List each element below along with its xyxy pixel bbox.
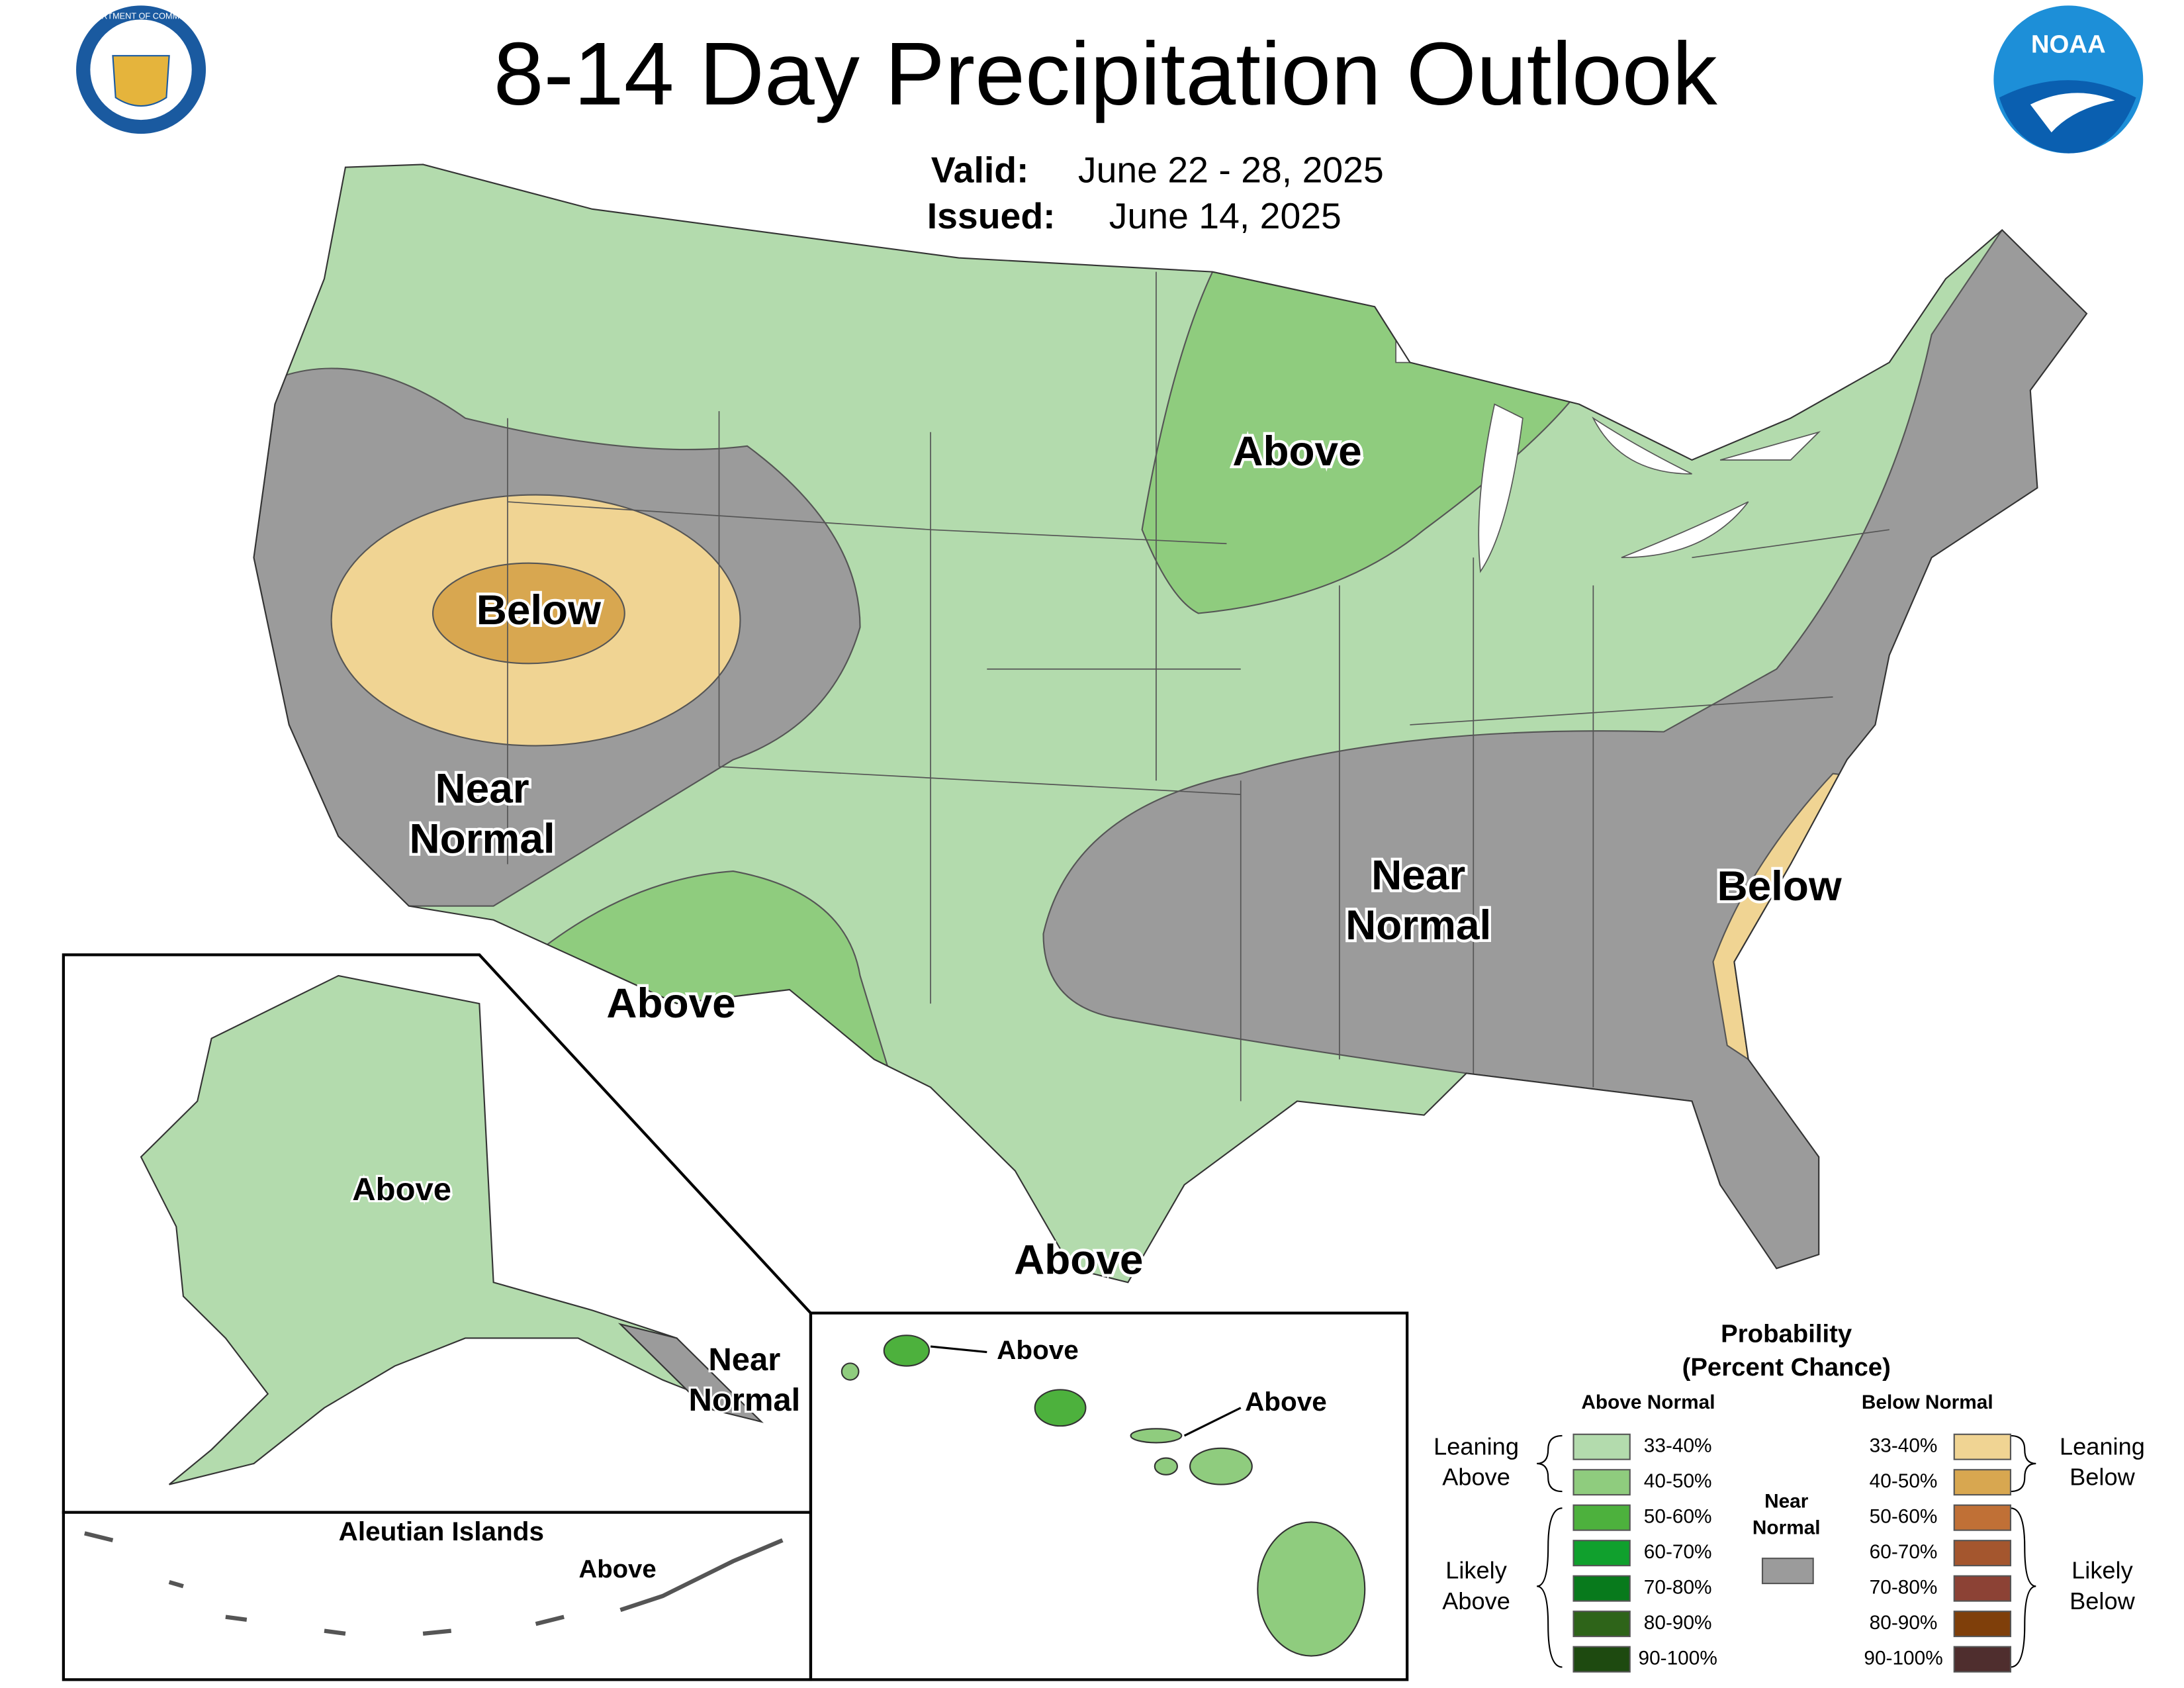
legend-label: 40-50% (1644, 1470, 1712, 1492)
legend-heading: Below Normal (1862, 1391, 1993, 1413)
legend-label: 33-40% (1644, 1435, 1712, 1457)
valid-label: Valid: (931, 150, 1029, 191)
legend-group: Leaning (1433, 1432, 1519, 1460)
legend-swatch (1953, 1433, 2012, 1460)
legend-swatch (1572, 1469, 1631, 1496)
issued-date: June 14, 2025 (1109, 195, 1342, 236)
legend-swatch (1572, 1575, 1631, 1602)
legend-near: Normal (1752, 1517, 1821, 1539)
legend-label: 40-50% (1870, 1470, 1938, 1492)
legend-braces (1536, 1434, 2036, 1668)
legend-swatch (1953, 1646, 2012, 1673)
map-label: Above (579, 1555, 657, 1583)
logo-text: DEPARTMENT OF COMMERCE (79, 12, 203, 21)
legend: Probability (Percent Chance) Above Norma… (1433, 1319, 2145, 1673)
legend-swatch (1572, 1611, 1631, 1638)
legend-label: 90-100% (1639, 1648, 1717, 1669)
legend-label: 80-90% (1644, 1612, 1712, 1634)
region-below-33 (1712, 773, 1891, 1061)
legend-swatch (1572, 1646, 1631, 1673)
issued-label: Issued: (927, 195, 1056, 236)
legend-group: Below (2070, 1587, 2136, 1615)
map-label: Above (1014, 1237, 1143, 1284)
logo-text: NOAA (2031, 30, 2106, 59)
legend-label: 60-70% (1644, 1541, 1712, 1563)
alaska-inset: Above Near Normal (62, 953, 813, 1514)
map-label: Normal (688, 1382, 800, 1418)
legend-group: Likely (1445, 1557, 1507, 1584)
map-label: Near (435, 765, 529, 812)
aleutian-inset: Aleutian Islands Above (62, 1511, 813, 1681)
legend-title: Probability (1721, 1319, 1852, 1348)
legend-swatch (1953, 1611, 2012, 1638)
legend-heading: Above Normal (1581, 1391, 1715, 1413)
region-above-40 (541, 870, 904, 1117)
legend-swatch (1953, 1540, 2012, 1567)
legend-swatch (1761, 1558, 1814, 1585)
noaa-logo: NOAA (1993, 5, 2144, 154)
legend-label: 70-80% (1870, 1577, 1938, 1599)
state-lines (507, 271, 1889, 1102)
map-label: Above (997, 1335, 1079, 1365)
map-label: Above (1232, 428, 1361, 475)
legend-label: 50-60% (1870, 1506, 1938, 1528)
region-below-40 (432, 562, 625, 665)
legend-group: Leaning (2060, 1432, 2145, 1460)
legend-near: Near (1764, 1491, 1809, 1513)
us-outline (253, 164, 2088, 1284)
legend-swatch (1572, 1540, 1631, 1567)
map-label: Above (352, 1172, 451, 1207)
map-label: Above (1245, 1387, 1327, 1417)
legend-swatch (1572, 1504, 1631, 1531)
legend-group: Above (1442, 1464, 1510, 1491)
valid-dates: June 22 - 28, 2025 (1078, 150, 1384, 191)
map-label: Near (708, 1342, 780, 1378)
map-label: Normal (410, 816, 555, 863)
map-label: Above (606, 980, 735, 1027)
legend-swatch (1953, 1469, 2012, 1496)
title: 8-14 Day Precipitation Outlook (494, 23, 1717, 123)
map-label: Near (1371, 852, 1465, 899)
legend-swatch (1953, 1504, 2012, 1531)
legend-subtitle: (Percent Chance) (1682, 1353, 1891, 1382)
legend-label: 70-80% (1644, 1577, 1712, 1599)
commerce-logo: DEPARTMENT OF COMMERCE (76, 5, 206, 134)
legend-label: 60-70% (1870, 1541, 1938, 1563)
map-label: Below (477, 587, 602, 634)
map-label: Below (1717, 863, 1842, 910)
legend-label: 50-60% (1644, 1506, 1712, 1528)
legend-group: Below (2070, 1464, 2136, 1491)
legend-label: 80-90% (1870, 1612, 1938, 1634)
legend-swatch (1572, 1433, 1631, 1460)
inset-title: Aleutian Islands (339, 1517, 544, 1546)
legend-group: Above (1442, 1587, 1510, 1615)
legend-swatch (1953, 1575, 2012, 1602)
hawaii-inset: Above Above (809, 1311, 1409, 1681)
map-label: Normal (1345, 902, 1491, 949)
legend-label: 33-40% (1870, 1435, 1938, 1457)
legend-group: Likely (2071, 1557, 2133, 1584)
legend-label: 90-100% (1864, 1648, 1942, 1669)
